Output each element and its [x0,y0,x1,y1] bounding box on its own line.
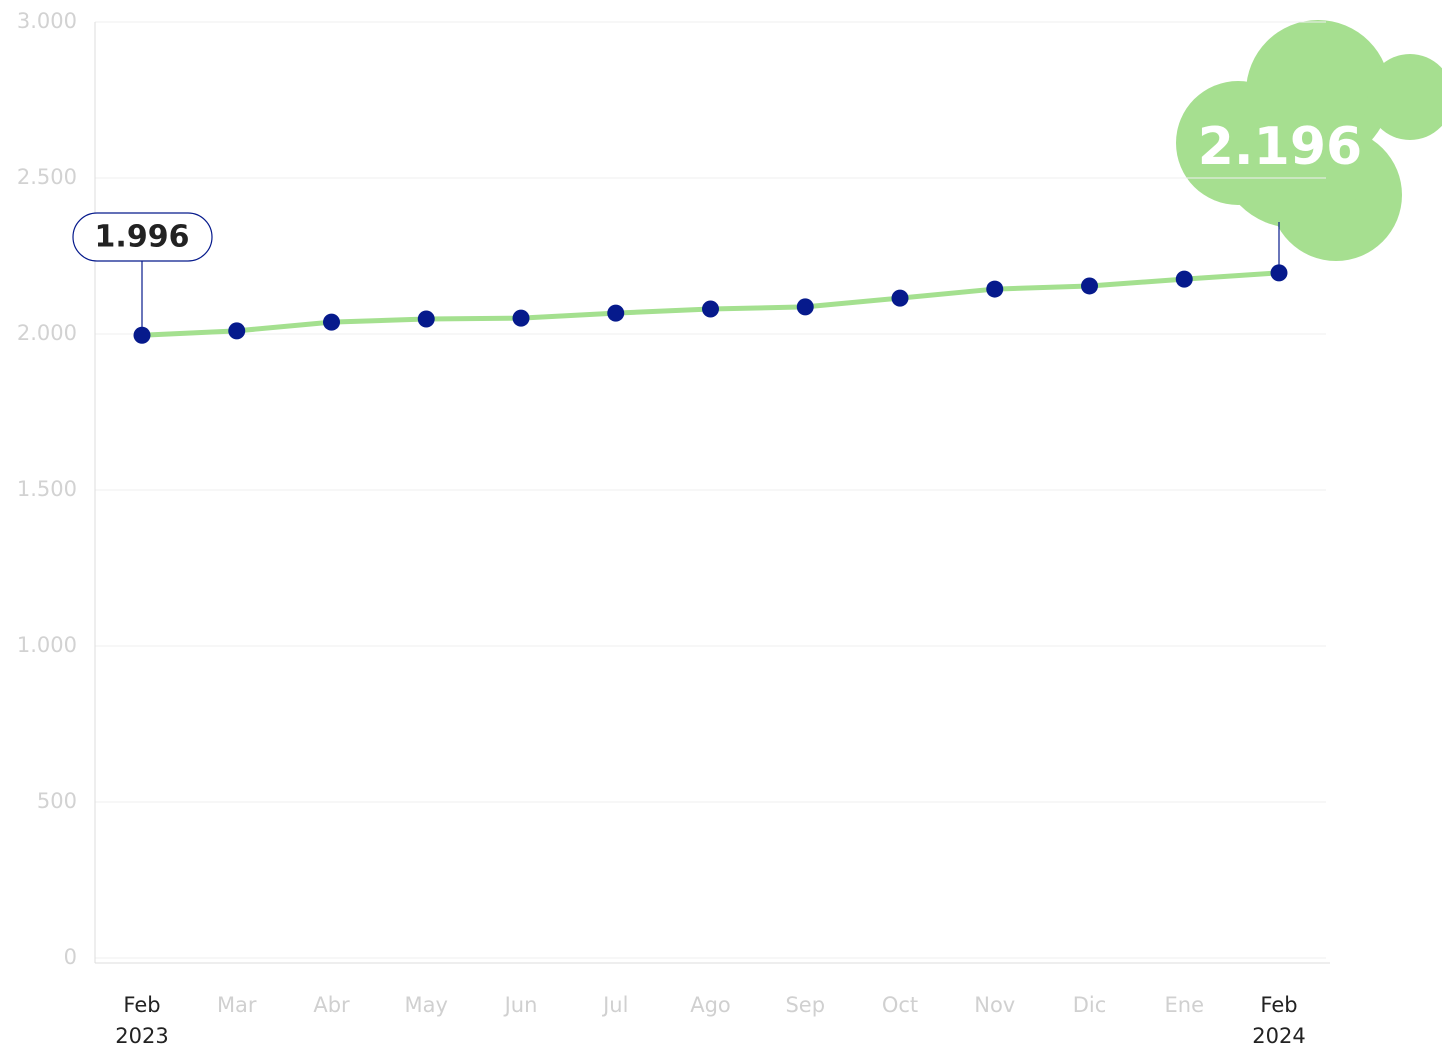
x-tick-label: Jun [503,993,538,1017]
x-tick-label: Feb [1260,993,1297,1017]
y-tick-label: 3.000 [17,9,77,33]
x-sublabel: 2023 [115,1024,168,1046]
highlight-blob [1176,20,1442,261]
x-tick-label: May [405,993,448,1017]
y-tick-label: 1.000 [17,633,77,657]
x-tick-label: Ene [1165,993,1205,1017]
y-tick-label: 0 [64,945,77,969]
point [417,310,435,328]
x-tick-label: Jul [601,993,628,1017]
point [607,304,625,322]
y-tick-label: 500 [37,789,77,813]
x-tick-label: Abr [313,993,350,1017]
x-tick-label: Ago [690,993,731,1017]
callout-box [72,212,213,262]
x-tick-label: Feb [123,993,160,1017]
point [1270,264,1288,282]
point [702,300,719,318]
y-tick-label: 2.500 [17,165,77,189]
x-tick-label: Sep [785,993,825,1017]
y-tick-label: 2.000 [17,321,77,345]
point [1081,277,1098,295]
point [228,322,246,340]
point [1175,270,1193,288]
point [133,326,151,344]
value-label: 1.996 [95,220,190,255]
point [891,289,909,307]
point [796,298,814,316]
value-label: 2.196 [1198,117,1362,177]
x-tick-label: Nov [974,993,1015,1017]
x-tick-label: Dic [1073,993,1107,1017]
point [323,313,340,331]
y-tick-label: 1.500 [17,477,77,501]
x-tick-label: Mar [217,993,257,1017]
point [986,280,1004,298]
x-sublabel: 2024 [1252,1024,1305,1046]
x-tick-label: Oct [882,993,918,1017]
point [512,309,530,327]
